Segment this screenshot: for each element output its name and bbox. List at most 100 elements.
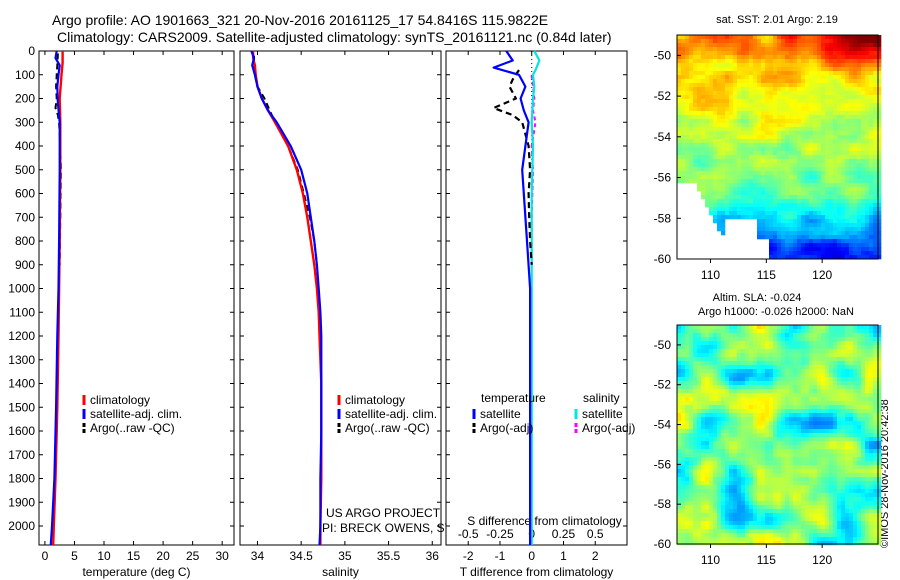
map-cell — [753, 373, 758, 378]
map-cell — [805, 71, 810, 76]
map-cell — [761, 95, 766, 100]
salinity-satellite-line — [530, 50, 541, 545]
map-cell — [797, 111, 802, 116]
map-cell — [797, 239, 802, 244]
map-cell — [833, 385, 838, 390]
map-cell — [697, 39, 702, 44]
map-cell — [789, 373, 794, 378]
map-cell — [685, 155, 690, 160]
map-cell — [857, 135, 862, 140]
map-cell — [725, 203, 730, 208]
map-cell — [797, 95, 802, 100]
map-cell — [709, 159, 714, 164]
map-cell — [721, 103, 726, 108]
map-cell — [701, 449, 706, 454]
map-cell — [729, 187, 734, 192]
map-cell — [765, 369, 770, 374]
map-cell — [849, 67, 854, 72]
map-cell — [805, 337, 810, 342]
map-cell — [857, 239, 862, 244]
map-cell — [873, 123, 878, 128]
map-cell — [681, 71, 686, 76]
map-cell — [865, 477, 870, 482]
map-cell — [741, 191, 746, 196]
map-cell — [713, 211, 718, 216]
map-cell — [849, 159, 854, 164]
map-cell — [773, 47, 778, 52]
map-cell — [745, 119, 750, 124]
map-cell — [717, 187, 722, 192]
map-cell — [761, 461, 766, 466]
map-cell — [873, 385, 878, 390]
map-cell — [809, 111, 814, 116]
map-cell — [729, 175, 734, 180]
map-cell — [857, 199, 862, 204]
map-cell — [773, 251, 778, 256]
map-cell — [793, 187, 798, 192]
map-cell — [709, 425, 714, 430]
map-cell — [869, 409, 874, 414]
map-cell — [689, 35, 694, 40]
map-cell — [793, 385, 798, 390]
map-cell — [865, 151, 870, 156]
map-cell — [685, 159, 690, 164]
map-cell — [845, 247, 850, 252]
map-cell — [745, 127, 750, 132]
map-cell — [777, 111, 782, 116]
map-cell — [841, 433, 846, 438]
map-cell — [773, 83, 778, 88]
map-cell — [789, 481, 794, 486]
map-cell — [777, 35, 782, 40]
map-cell — [845, 421, 850, 426]
map-cell — [773, 413, 778, 418]
map-cell — [809, 135, 814, 140]
map-cell — [705, 203, 710, 208]
map-cell — [777, 115, 782, 120]
map-cell — [857, 59, 862, 64]
map-cell — [677, 35, 682, 40]
map-cell — [737, 203, 742, 208]
map-cell — [777, 481, 782, 486]
map-cell — [777, 349, 782, 354]
x-axis-label: temperature (deg C) — [82, 565, 190, 579]
map-cell — [833, 51, 838, 56]
map-cell — [849, 127, 854, 132]
map-cell — [677, 429, 682, 434]
map-cell — [749, 163, 754, 168]
map-cell — [781, 341, 786, 346]
map-cell — [825, 255, 830, 260]
map-cell — [813, 223, 818, 228]
map-cell — [781, 43, 786, 48]
map-cell — [777, 179, 782, 184]
map-cell — [865, 95, 870, 100]
map-cell — [877, 417, 882, 422]
map-cell — [737, 55, 742, 60]
map-cell — [677, 377, 682, 382]
map-cell — [869, 199, 874, 204]
map-frame — [676, 34, 879, 260]
map-cell — [873, 91, 878, 96]
map-cell — [813, 231, 818, 236]
map-cell — [841, 219, 846, 224]
map-cell — [813, 401, 818, 406]
map-cell — [705, 421, 710, 426]
map-cell — [797, 215, 802, 220]
map-cell — [857, 341, 862, 346]
map-cell — [841, 377, 846, 382]
map-cell — [821, 83, 826, 88]
map-cell — [769, 341, 774, 346]
map-cell — [805, 55, 810, 60]
map-cell — [733, 79, 738, 84]
map-cell — [701, 333, 706, 338]
map-cell — [777, 239, 782, 244]
map-cell — [725, 489, 730, 494]
map-cell — [797, 251, 802, 256]
map-cell — [765, 449, 770, 454]
map-cell — [777, 361, 782, 366]
map-cell — [769, 345, 774, 350]
map-cell — [849, 373, 854, 378]
map-cell — [773, 477, 778, 482]
map-cell — [857, 409, 862, 414]
map-cell — [681, 91, 686, 96]
map-cell — [705, 75, 710, 80]
